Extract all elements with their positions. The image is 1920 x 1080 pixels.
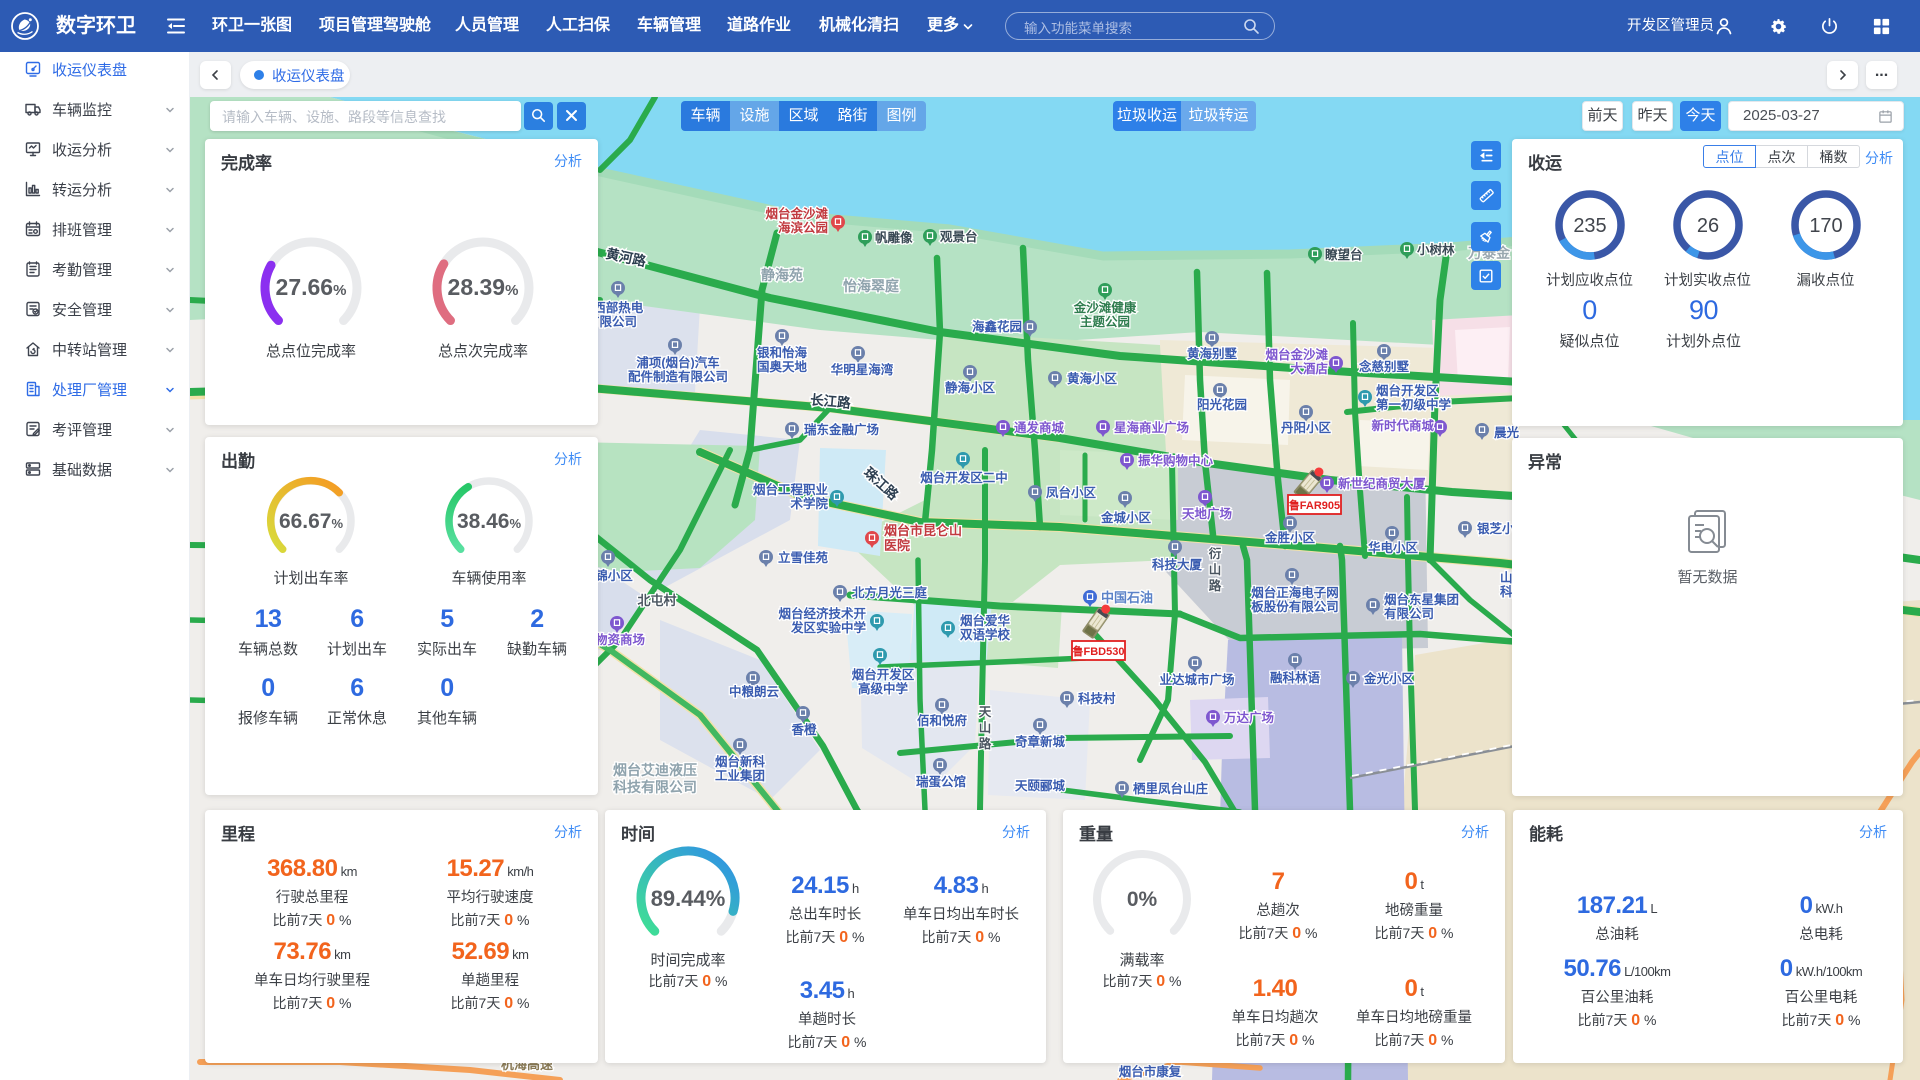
svg-text:衍: 衍 [1208,546,1222,561]
svg-text:观景台: 观景台 [940,229,978,244]
svg-text:海滨公园: 海滨公园 [778,220,828,235]
svg-text:烟台新科: 烟台新科 [715,754,766,769]
svg-text:黄海别墅: 黄海别墅 [1187,346,1238,361]
svg-text:235: 235 [1573,215,1606,237]
svg-text:烟台工程职业: 烟台工程职业 [753,482,829,497]
svg-text:第一初级中学: 第一初级中学 [1376,397,1452,412]
svg-text:业达城市广场: 业达城市广场 [1159,672,1234,687]
svg-text:烟台开发区二中: 烟台开发区二中 [920,470,1008,485]
svg-text:有限公司: 有限公司 [1384,606,1434,621]
svg-text:振华购物中心: 振华购物中心 [1138,453,1214,468]
svg-text:北方月光三庭: 北方月光三庭 [852,585,928,600]
svg-text:万达广场: 万达广场 [1223,710,1274,725]
svg-text:通发商城: 通发商城 [1014,420,1065,435]
svg-text:山: 山 [1209,562,1222,577]
svg-text:主题公园: 主题公园 [1080,314,1130,329]
svg-text:瞭望台: 瞭望台 [1325,247,1363,262]
svg-text:瑞蛋公馆: 瑞蛋公馆 [916,774,966,789]
svg-text:怡海翠庭: 怡海翠庭 [843,278,900,294]
svg-text:天颐郦城: 天颐郦城 [1015,778,1066,793]
svg-text:烟台开发区: 烟台开发区 [852,667,915,682]
svg-text:科技大厦: 科技大厦 [1152,557,1203,572]
svg-text:融科林语: 融科林语 [1270,670,1321,685]
svg-text:路: 路 [979,736,992,751]
svg-text:银和怡海: 银和怡海 [757,345,808,360]
svg-text:配件制造有限公司: 配件制造有限公司 [628,369,728,384]
svg-text:锦小区: 锦小区 [595,568,633,583]
svg-text:山: 山 [979,720,992,735]
svg-text:路: 路 [1209,578,1222,593]
svg-text:烟台东星集团: 烟台东星集团 [1384,592,1459,607]
svg-text:医院: 医院 [884,538,910,553]
svg-text:烟台市康复: 烟台市康复 [1119,1064,1182,1079]
svg-text:烟台金沙滩: 烟台金沙滩 [1265,347,1328,362]
svg-text:金城小区: 金城小区 [1100,510,1152,525]
svg-text:38.46%: 38.46% [457,510,522,533]
svg-text:高级中学: 高级中学 [858,681,909,696]
svg-text:金沙滩健康: 金沙滩健康 [1073,300,1137,315]
svg-text:帆雕像: 帆雕像 [875,230,913,245]
svg-text:华明星海湾: 华明星海湾 [831,362,894,377]
svg-text:阳光花园: 阳光花园 [1197,397,1247,412]
svg-text:静海小区: 静海小区 [945,380,996,395]
svg-text:板股份有限公司: 板股份有限公司 [1251,599,1339,614]
svg-text:国奥天地: 国奥天地 [757,359,808,374]
svg-text:89.44%: 89.44% [651,886,726,911]
svg-text:丹阳小区: 丹阳小区 [1281,420,1332,435]
svg-text:0%: 0% [1127,888,1158,911]
svg-text:长江路: 长江路 [810,391,852,411]
svg-text:66.67%: 66.67% [279,510,344,533]
svg-text:黄海小区: 黄海小区 [1067,371,1118,386]
svg-text:烟台市昆仑山: 烟台市昆仑山 [884,523,962,538]
svg-text:烟台金沙滩: 烟台金沙滩 [765,206,828,221]
svg-text:北屯村: 北屯村 [637,593,676,608]
svg-text:烟台经济技术开: 烟台经济技术开 [778,606,866,621]
svg-text:天地广场: 天地广场 [1182,506,1232,521]
svg-text:新时代商城: 新时代商城 [1371,418,1434,433]
svg-text:物资商场: 物资商场 [595,632,645,647]
svg-text:华电小区: 华电小区 [1368,540,1419,555]
svg-text:香橙: 香橙 [790,722,817,737]
svg-text:双语学校: 双语学校 [959,627,1011,642]
svg-text:中粮朗云: 中粮朗云 [729,684,780,699]
svg-text:中国石油: 中国石油 [1101,590,1153,605]
svg-text:奇章新城: 奇章新城 [1015,734,1066,749]
svg-text:天: 天 [979,705,992,719]
svg-text:科技有限公司: 科技有限公司 [613,779,697,795]
svg-text:立雪佳苑: 立雪佳苑 [778,550,829,565]
svg-text:26: 26 [1697,215,1719,237]
svg-text:烟台正海电子网: 烟台正海电子网 [1251,585,1339,600]
svg-text:烟台开发区: 烟台开发区 [1376,383,1439,398]
svg-text:发区实验中学: 发区实验中学 [790,620,867,635]
svg-text:科技村: 科技村 [1078,691,1116,706]
svg-text:星海商业广场: 星海商业广场 [1114,420,1189,435]
svg-text:鲁FBD530: 鲁FBD530 [1073,644,1125,658]
svg-text:27.66%: 27.66% [276,274,347,300]
svg-text:佰和悦府: 佰和悦府 [917,713,968,728]
svg-text:静海苑: 静海苑 [761,267,803,283]
svg-text:术学院: 术学院 [789,496,828,511]
svg-text:小树林: 小树林 [1416,242,1455,257]
svg-text:金胜小区: 金胜小区 [1264,530,1316,545]
svg-text:28.39%: 28.39% [448,274,519,300]
svg-text:170: 170 [1809,215,1842,237]
svg-text:工业集团: 工业集团 [715,768,765,783]
svg-text:浦项(烟台)汽车: 浦项(烟台)汽车 [636,355,720,370]
svg-text:烟台艾迪液压: 烟台艾迪液压 [613,762,697,778]
svg-text:金光小区: 金光小区 [1363,671,1415,686]
svg-text:瑞东金融广场: 瑞东金融广场 [804,422,879,437]
svg-text:栖里凤台山庄: 栖里凤台山庄 [1133,781,1209,796]
svg-text:烟台爱华: 烟台爱华 [960,613,1011,628]
svg-text:念慈别墅: 念慈别墅 [1359,359,1410,374]
svg-text:新世纪商贸大厦: 新世纪商贸大厦 [1338,476,1426,491]
svg-text:大酒店: 大酒店 [1290,361,1328,376]
svg-text:鲁FAR905: 鲁FAR905 [1289,498,1340,512]
svg-text:晨光: 晨光 [1494,425,1520,440]
svg-text:海鑫花园: 海鑫花园 [972,319,1022,334]
svg-text:凤台小区: 凤台小区 [1046,485,1097,500]
svg-text:有限公司: 有限公司 [587,314,637,329]
